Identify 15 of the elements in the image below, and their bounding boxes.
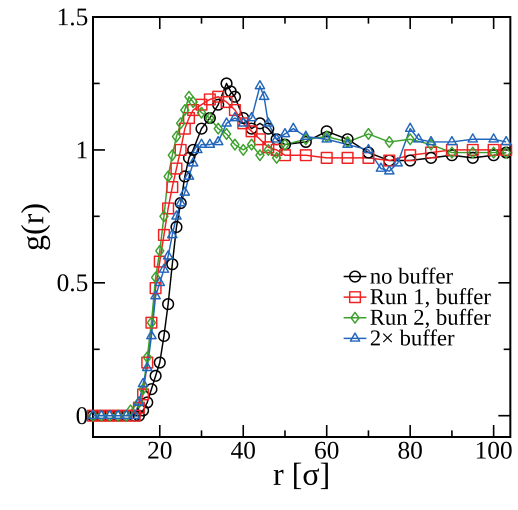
- y-tick-label: 0: [76, 407, 88, 424]
- x-tick-label: 80: [398, 442, 422, 459]
- legend-label: 2× buffer: [370, 329, 454, 346]
- legend-label: no buffer: [370, 268, 453, 284]
- x-tick-label: 40: [231, 442, 255, 459]
- y-axis-title: g(r): [21, 204, 50, 250]
- y-tick-label: 1.5: [58, 8, 88, 26]
- legend-label: Run 2, buffer: [370, 308, 491, 328]
- x-tick-label: 60: [315, 442, 338, 459]
- x-tick-label: 20: [148, 442, 172, 459]
- y-tick-label: 0.5: [58, 274, 88, 292]
- legend-label: Run 1, buffer: [370, 288, 491, 308]
- x-axis-title: r [σ]: [274, 462, 328, 490]
- x-tick-label: 100: [476, 442, 512, 459]
- y-tick-label: 1: [78, 142, 87, 158]
